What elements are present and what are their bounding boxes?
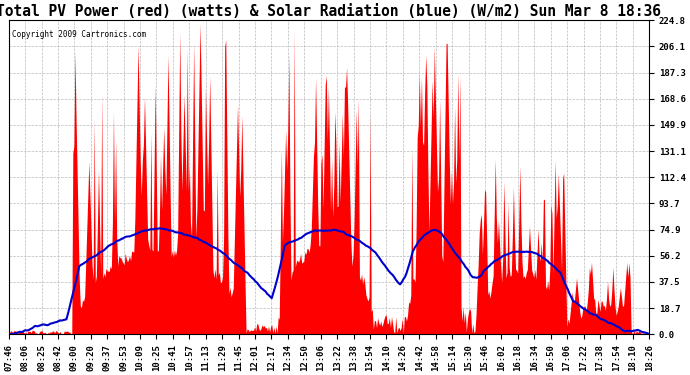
Text: Copyright 2009 Cartronics.com: Copyright 2009 Cartronics.com <box>12 30 146 39</box>
Title: Total PV Power (red) (watts) & Solar Radiation (blue) (W/m2) Sun Mar 8 18:36: Total PV Power (red) (watts) & Solar Rad… <box>0 4 662 19</box>
